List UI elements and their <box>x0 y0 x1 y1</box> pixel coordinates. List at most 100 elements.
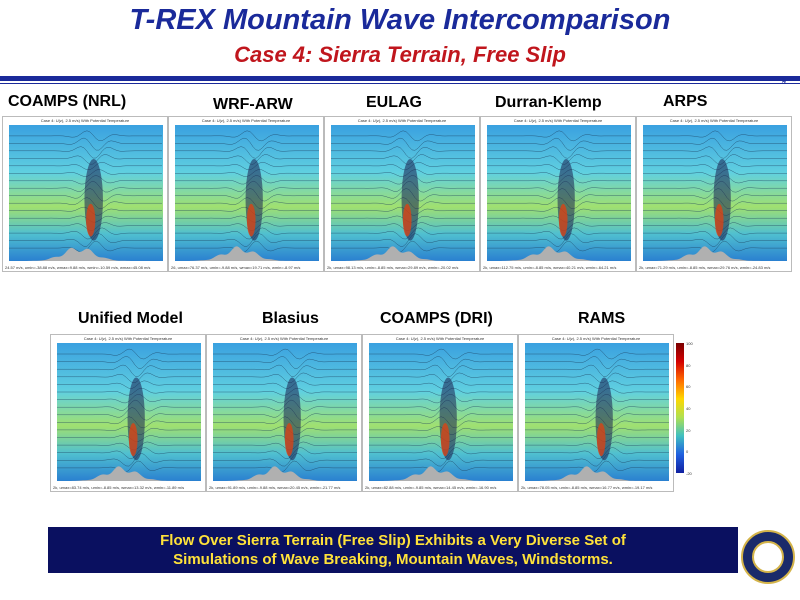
isentrope-line <box>175 206 319 216</box>
colorbar-tick-label: 0 <box>686 449 689 455</box>
isentrope-line <box>369 380 513 389</box>
isentrope-line <box>57 380 201 389</box>
header-rule-thin <box>0 83 800 84</box>
isentrope-line <box>213 460 357 473</box>
panel-footer: 26, umax=76.37 m/s, umin=-9.88 m/s, wmax… <box>171 265 301 270</box>
isentrope-line <box>369 453 513 467</box>
isentrope-line <box>175 227 319 240</box>
isentrope-line <box>331 188 475 202</box>
isentrope-line <box>175 169 319 177</box>
windstorm-core <box>284 423 294 457</box>
isentrope-line <box>57 399 201 412</box>
isentrope-line <box>9 188 162 202</box>
isentrope-line <box>487 206 631 216</box>
isentrope-line <box>331 146 475 159</box>
isentrope-line <box>57 447 201 459</box>
wave-field-plot <box>213 343 357 481</box>
isentrope-line <box>213 356 357 369</box>
isentrope-line <box>369 434 513 442</box>
isentrope-line <box>369 356 513 369</box>
isentrope-line <box>331 240 475 253</box>
isentrope-line <box>369 460 513 473</box>
isentrope-line <box>213 416 357 429</box>
wave-field-plot <box>175 125 319 261</box>
isentrope-line <box>9 215 162 223</box>
isentrope-line <box>487 169 631 177</box>
isentrope-line <box>213 372 357 384</box>
windstorm-core <box>402 203 412 237</box>
isentrope-line <box>331 222 475 231</box>
panel-coamps-dri: Case 4: U(z), 2.5 m/s) With Potential Te… <box>362 334 518 492</box>
isentrope-line <box>369 387 513 396</box>
isentrope-line <box>213 387 357 396</box>
panel-footer: 2k, umax=71.29 m/s, umin=-8.85 m/s, wmax… <box>639 265 771 270</box>
isentrope-line <box>643 130 787 142</box>
isentrope-line <box>57 407 201 421</box>
isentrope-line <box>525 441 669 451</box>
isentrope-line <box>213 399 357 412</box>
isentrope-line <box>57 434 201 442</box>
isentrope-line <box>525 356 669 369</box>
panel-title: Case 4: U(z), 2.5 m/s) With Potential Te… <box>83 336 173 341</box>
isentrope-line <box>525 380 669 389</box>
isentrope-line <box>487 222 631 231</box>
terrain-profile <box>369 466 513 481</box>
label-rams: RAMS <box>578 310 626 327</box>
terrain-profile <box>57 466 201 481</box>
terrain-profile <box>331 246 475 261</box>
isentrope-line <box>487 175 631 185</box>
isentrope-line <box>9 206 162 216</box>
isentrope-line <box>175 130 319 142</box>
windstorm-core <box>128 423 138 457</box>
label-blasius: Blasius <box>262 310 319 327</box>
page-title: T-REX Mountain Wave Intercomparison <box>129 4 671 36</box>
isentrope-line <box>175 154 319 165</box>
isentrope-line <box>9 180 162 193</box>
windstorm-core <box>246 203 256 237</box>
isentrope-line <box>57 416 201 429</box>
terrain-profile <box>487 246 631 261</box>
isentrope-line <box>175 146 319 159</box>
isentrope-line <box>331 233 475 247</box>
colorbar-ticks: 100 80 60 40 20 0 -20 <box>686 341 696 476</box>
isentrope-line <box>331 169 475 177</box>
isentrope-line <box>643 169 787 177</box>
isentrope-line <box>643 206 787 216</box>
isentrope-line <box>57 426 201 435</box>
label-coamps-nrl: COAMPS (NRL) <box>8 93 127 110</box>
colorbar-tick-label: 40 <box>686 406 691 411</box>
isentrope-line <box>331 161 475 171</box>
isentrope-line <box>9 137 162 151</box>
isentrope-line <box>369 407 513 421</box>
isentrope-line <box>9 154 162 165</box>
panel-durran-klemp: Case 4: U(z), 2.5 m/s) With Potential Te… <box>480 116 636 272</box>
panel-title: Case 4: U(z), 2.5 m/s) With Potential Te… <box>239 336 329 341</box>
isentrope-line <box>525 364 669 377</box>
panel-footer: 2k, umax=112.75 m/s, umin=-8.85 m/s, wma… <box>483 265 617 270</box>
wave-field-plot <box>57 343 201 481</box>
page-subtitle: Case 4: Sierra Terrain, Free Slip <box>234 42 566 67</box>
isentrope-line <box>643 137 787 151</box>
isentrope-line <box>213 426 357 435</box>
isentrope-line <box>175 215 319 223</box>
isentrope-line <box>369 393 513 404</box>
summary-banner: Flow Over Sierra Terrain (Free Slip) Exh… <box>48 527 738 573</box>
panel-title: Case 4: U(z), 2.5 m/s) With Potential Te… <box>551 336 641 341</box>
panel-title: Case 4: U(z), 2.5 m/s) With Potential Te… <box>395 336 485 341</box>
isentrope-line <box>213 441 357 451</box>
isentrope-line <box>175 240 319 253</box>
label-eulag: EULAG <box>366 94 422 111</box>
isentrope-line <box>57 356 201 369</box>
panel-title: Case 4: U(z), 2.5 m/s) With Potential Te… <box>513 118 603 123</box>
isentrope-line <box>57 364 201 377</box>
wave-field-plot <box>487 125 631 261</box>
isentrope-line <box>213 453 357 467</box>
panel-title: Case 4: U(z), 2.5 m/s) With Potential Te… <box>201 118 291 123</box>
wave-field-plot <box>643 125 787 261</box>
colorbar-tick-label: 20 <box>686 427 691 433</box>
isentrope-line <box>525 460 669 473</box>
label-arps: ARPS <box>663 93 708 110</box>
windstorm-core <box>714 203 724 237</box>
isentrope-line <box>487 146 631 159</box>
panel-footer: 2k, umax=82.88 m/s, umin=-9.85 m/s, wmax… <box>365 485 497 490</box>
